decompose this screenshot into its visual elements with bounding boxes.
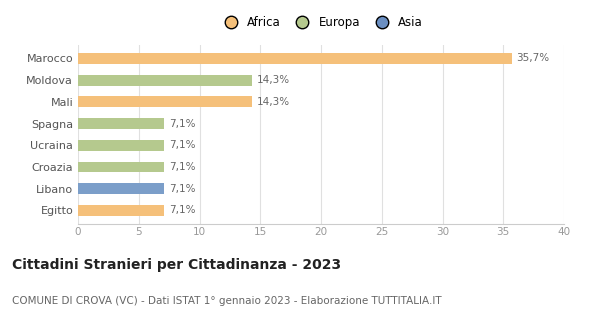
Text: 7,1%: 7,1% — [169, 184, 196, 194]
Text: 7,1%: 7,1% — [169, 118, 196, 129]
Bar — [78, 96, 252, 107]
Bar — [78, 118, 164, 129]
Bar — [78, 53, 512, 64]
Bar — [78, 140, 164, 151]
Text: 14,3%: 14,3% — [257, 75, 290, 85]
Text: 35,7%: 35,7% — [517, 53, 550, 63]
Bar — [78, 183, 164, 194]
Legend: Africa, Europa, Asia: Africa, Europa, Asia — [214, 11, 428, 34]
Text: 14,3%: 14,3% — [257, 97, 290, 107]
Text: 7,1%: 7,1% — [169, 205, 196, 215]
Text: 7,1%: 7,1% — [169, 162, 196, 172]
Text: Cittadini Stranieri per Cittadinanza - 2023: Cittadini Stranieri per Cittadinanza - 2… — [12, 258, 341, 272]
Text: 7,1%: 7,1% — [169, 140, 196, 150]
Text: COMUNE DI CROVA (VC) - Dati ISTAT 1° gennaio 2023 - Elaborazione TUTTITALIA.IT: COMUNE DI CROVA (VC) - Dati ISTAT 1° gen… — [12, 296, 442, 306]
Bar — [78, 162, 164, 172]
Bar — [78, 205, 164, 216]
Bar — [78, 75, 252, 85]
